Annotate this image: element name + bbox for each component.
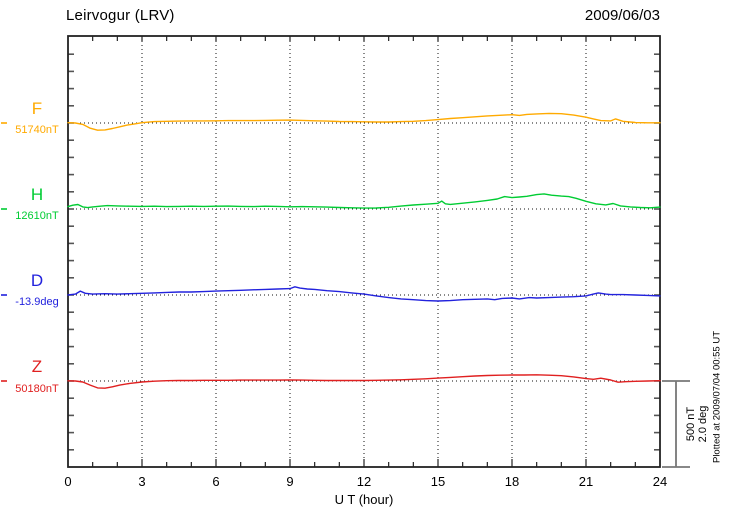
series-letter-h: H (30, 185, 44, 204)
series-baseline-h: 12610nT (15, 210, 59, 222)
x-tick-0: 0 (64, 474, 72, 489)
series-baseline-z: 50180nT (15, 383, 59, 395)
x-tick-21: 21 (578, 474, 594, 489)
series-letter-z: Z (31, 357, 43, 376)
scale-bar-deg-label: 2.0 deg (697, 405, 709, 443)
x-tick-6: 6 (212, 474, 220, 489)
x-tick-24: 24 (652, 474, 668, 489)
x-tick-12: 12 (356, 474, 372, 489)
station-title: Leirvogur (LRV) (66, 7, 175, 24)
x-tick-9: 9 (286, 474, 294, 489)
plotted-at-watermark: Plotted at 2009/07/04 00:55 UT (711, 330, 723, 464)
x-axis-label: U T (hour) (334, 492, 394, 507)
scale-bar-label: 500 nT 2.0 deg (685, 406, 709, 443)
series-letter-d: D (30, 271, 44, 290)
series-letter-f: F (31, 99, 43, 118)
plot-date: 2009/06/03 (584, 7, 660, 24)
x-tick-18: 18 (504, 474, 520, 489)
x-tick-15: 15 (430, 474, 446, 489)
scale-bar-nt-label: 500 nT (685, 406, 697, 442)
series-baseline-d: -13.9deg (15, 296, 59, 308)
x-tick-3: 3 (138, 474, 146, 489)
series-baseline-f: 51740nT (15, 124, 59, 136)
